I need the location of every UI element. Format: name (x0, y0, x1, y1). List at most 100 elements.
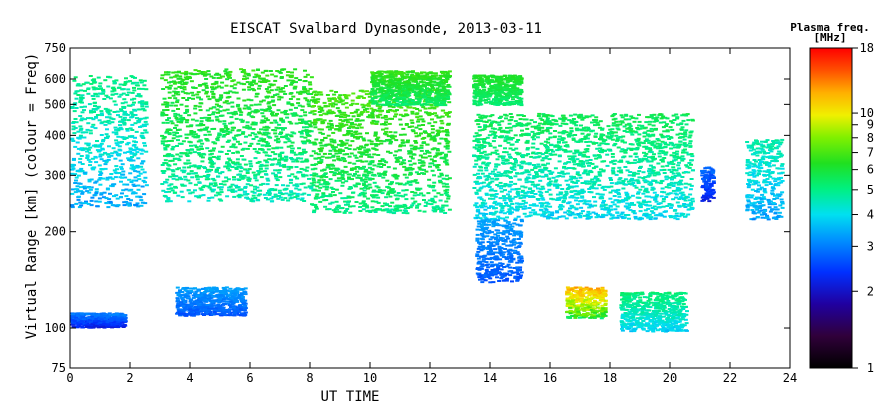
data-point (77, 206, 82, 209)
data-point (289, 190, 293, 193)
data-point (492, 98, 497, 101)
data-point (431, 209, 436, 212)
data-point (103, 167, 108, 170)
data-point (407, 103, 412, 106)
data-point (142, 117, 147, 120)
data-point (328, 193, 333, 196)
data-point (650, 207, 655, 209)
data-point (645, 191, 650, 194)
data-point (402, 209, 407, 212)
data-point (246, 113, 251, 116)
data-point (557, 146, 562, 149)
data-point (170, 189, 175, 192)
data-point (344, 180, 349, 183)
data-point (95, 114, 100, 116)
data-point (107, 122, 112, 125)
data-point (289, 74, 294, 77)
data-point (362, 192, 367, 195)
data-point (222, 120, 227, 123)
data-point (309, 130, 314, 133)
data-point (609, 131, 614, 133)
data-point (427, 91, 432, 94)
data-point (216, 111, 220, 114)
data-point (427, 199, 432, 202)
data-point (395, 197, 400, 200)
data-point (432, 160, 437, 162)
data-point (361, 97, 366, 99)
data-point (626, 147, 631, 150)
data-point (253, 174, 258, 177)
data-point (579, 206, 584, 209)
data-point (111, 147, 116, 150)
data-point (289, 151, 294, 154)
data-point (372, 174, 377, 177)
data-point (421, 106, 426, 109)
data-point (497, 82, 502, 85)
data-point (338, 139, 343, 142)
data-point (122, 116, 127, 119)
data-point (430, 186, 435, 189)
data-point (648, 164, 653, 167)
data-point (88, 146, 93, 149)
data-point (349, 104, 354, 107)
data-point (169, 80, 174, 83)
data-point (187, 162, 192, 165)
data-point (196, 134, 201, 137)
data-point (79, 106, 84, 109)
data-point (568, 114, 573, 117)
data-point (444, 79, 449, 82)
data-point (101, 90, 106, 93)
data-point (418, 187, 423, 190)
data-point (78, 84, 83, 87)
data-point (348, 211, 353, 214)
data-point (180, 116, 185, 119)
data-point (277, 98, 282, 101)
data-point (257, 139, 262, 142)
data-point (383, 132, 387, 135)
data-point (669, 120, 674, 123)
data-point (295, 197, 300, 200)
data-point (167, 190, 172, 193)
data-point (444, 200, 449, 203)
data-point (363, 149, 368, 152)
data-point (423, 156, 428, 159)
data-point (447, 92, 452, 95)
data-point (493, 101, 498, 103)
data-point (178, 114, 183, 117)
data-point (425, 103, 430, 106)
data-point (493, 91, 498, 94)
data-point (305, 99, 310, 102)
data-point (382, 189, 386, 192)
data-point (378, 208, 382, 211)
data-point (126, 119, 131, 122)
data-point (198, 187, 203, 190)
data-point (341, 120, 346, 123)
data-point (313, 204, 318, 206)
data-point (74, 107, 79, 109)
data-point (282, 158, 286, 161)
data-point (396, 77, 401, 80)
data-point (439, 172, 444, 175)
data-point (516, 100, 521, 103)
data-point (185, 119, 190, 122)
data-point (487, 75, 492, 78)
data-point (94, 200, 99, 203)
data-point (375, 139, 380, 142)
data-point (316, 175, 321, 178)
data-point (416, 95, 421, 98)
data-point (185, 110, 189, 113)
data-point (301, 142, 306, 145)
data-point (355, 102, 360, 105)
data-point (501, 97, 506, 100)
data-point (478, 100, 483, 103)
data-point (187, 166, 191, 169)
data-point (213, 142, 218, 145)
data-point (401, 84, 406, 87)
data-point (665, 193, 670, 196)
data-point (138, 196, 143, 199)
data-point (131, 183, 136, 186)
data-point (355, 118, 360, 121)
data-point (125, 80, 130, 83)
data-point (142, 109, 147, 112)
data-point (74, 188, 79, 191)
